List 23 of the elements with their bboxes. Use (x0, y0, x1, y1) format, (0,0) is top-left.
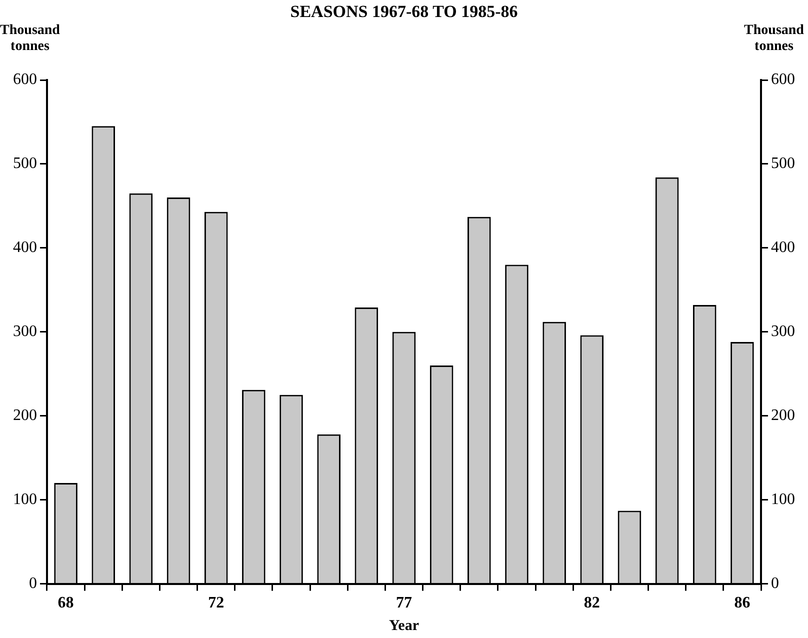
chart-title: SEASONS 1967-68 TO 1985-86 (290, 2, 518, 21)
y2-tick-label: 300 (771, 323, 795, 340)
x-tick-label: 72 (208, 594, 224, 612)
y-tick-label: 600 (13, 71, 37, 88)
y2-axis-title: Thousand tonnes (744, 23, 804, 54)
y2-tick-label: 400 (771, 239, 795, 256)
x-tick-label: 77 (396, 594, 412, 612)
y2-tick-label: 200 (771, 407, 795, 424)
y-tick-label: 500 (13, 155, 37, 172)
y2-tick-label: 500 (771, 155, 795, 172)
x-axis-title: Year (389, 618, 420, 634)
y-tick-label: 100 (13, 491, 37, 508)
y2-tick-label: 0 (771, 575, 779, 592)
y-tick-label: 300 (13, 323, 37, 340)
x-tick-label: 82 (584, 594, 600, 612)
y2-tick-label: 100 (771, 491, 795, 508)
y-tick-label: 400 (13, 239, 37, 256)
y-tick-label: 0 (29, 575, 37, 592)
x-tick-label: 68 (58, 594, 74, 612)
y2-tick-label: 600 (771, 71, 795, 88)
y-axis-title: Thousand tonnes (0, 23, 60, 54)
y-tick-label: 200 (13, 407, 37, 424)
x-tick-label: 86 (734, 594, 750, 612)
